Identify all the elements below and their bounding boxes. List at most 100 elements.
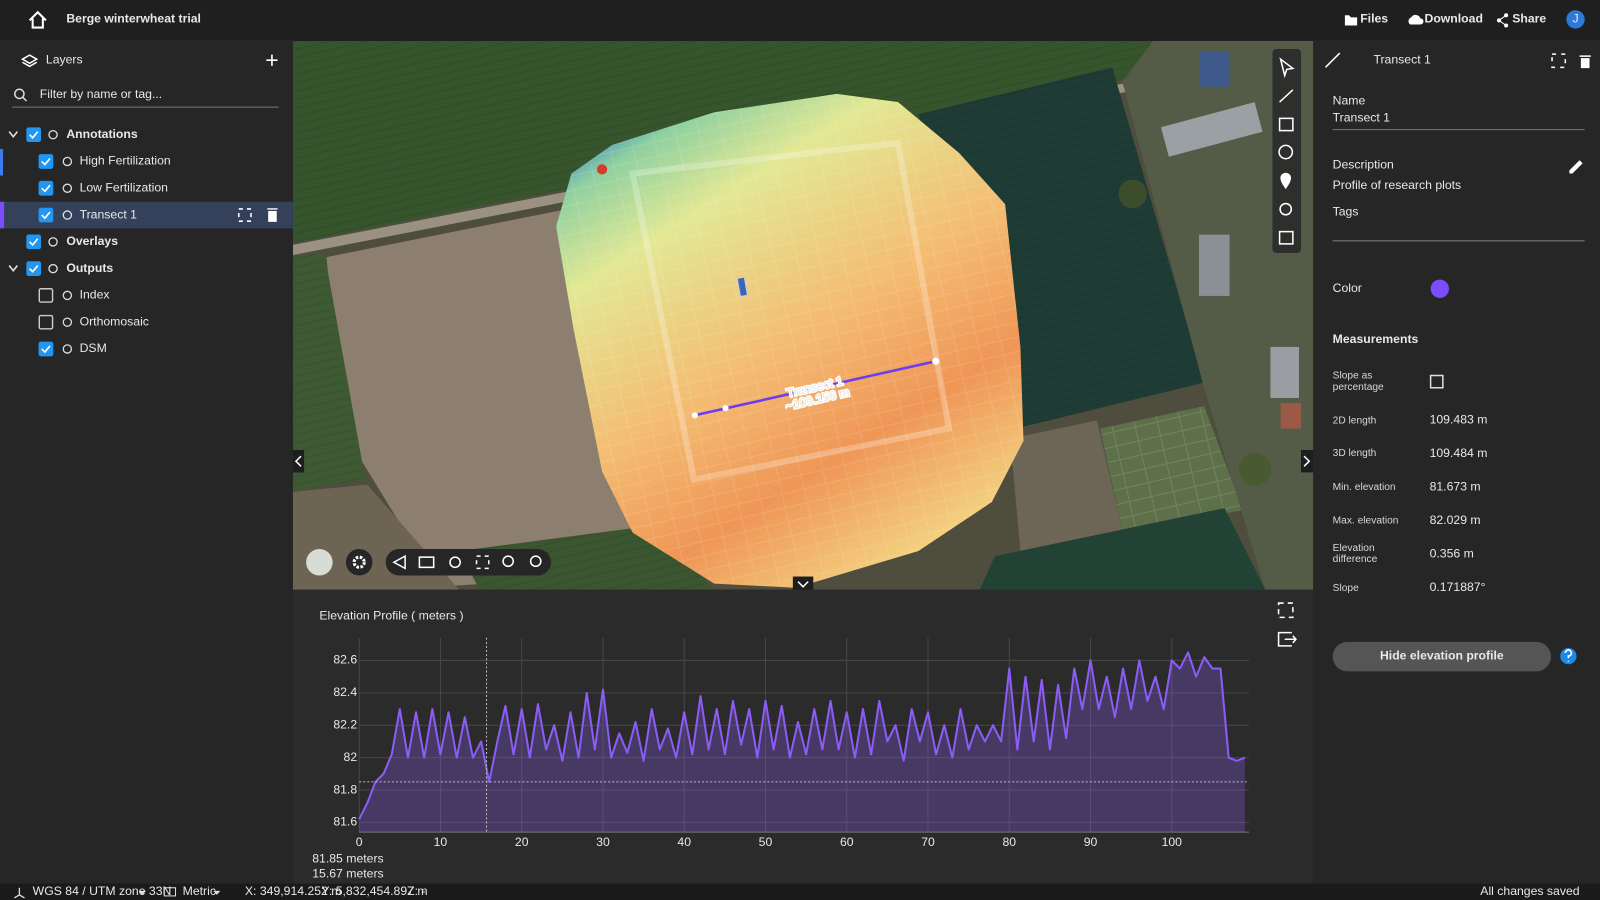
layer-checkbox[interactable]: [26, 127, 42, 143]
layer-checkbox[interactable]: [38, 207, 54, 223]
units-dropdown[interactable]: [213, 890, 221, 895]
measurement-label: Max. elevation: [1332, 515, 1399, 527]
collapse-left[interactable]: [292, 450, 305, 473]
layer-label[interactable]: DSM: [80, 341, 107, 355]
slope-percentage-checkbox[interactable]: [1429, 374, 1444, 389]
measurement-label-box: Slope as percentage: [1333, 370, 1384, 392]
layer-label[interactable]: Outputs: [66, 261, 113, 275]
expand-chevron[interactable]: [8, 265, 18, 272]
measurement-label-box: Elevation difference: [1332, 543, 1378, 566]
layer-label[interactable]: Overlays: [66, 234, 118, 248]
map[interactable]: Transect 1~109.156 m: [292, 40, 1314, 590]
line-tool[interactable]: [1279, 89, 1294, 103]
button-label[interactable]: Hide elevation profile: [1380, 648, 1504, 662]
locate-button[interactable]: [449, 556, 461, 569]
collapse-right[interactable]: [1301, 450, 1314, 473]
avatar[interactable]: [1566, 10, 1585, 29]
cursor-distance: 15.67 meters: [312, 867, 383, 881]
avatar-initial: J: [1572, 12, 1578, 26]
building: [1198, 51, 1230, 87]
layer-label[interactable]: Annotations: [66, 127, 138, 141]
crs-select[interactable]: WGS 84 / UTM zone 33N: [33, 884, 172, 898]
dsm-plots: [556, 93, 1024, 588]
profile-export[interactable]: [1277, 631, 1297, 647]
check-mark: [41, 345, 51, 354]
layer-label[interactable]: Index: [80, 288, 110, 302]
settings-button[interactable]: [345, 548, 373, 576]
home-icon[interactable]: [28, 10, 47, 29]
measurement-label: 3D length: [1332, 448, 1377, 460]
layer-checkbox[interactable]: [38, 154, 54, 169]
zoom-to-button[interactable]: [1551, 53, 1567, 69]
layer-checkbox[interactable]: [38, 314, 54, 330]
transect-vertex[interactable]: [691, 412, 698, 419]
color-swatch[interactable]: [1430, 279, 1449, 298]
layer-checkbox[interactable]: [38, 180, 54, 196]
measurement-label-box: Max. elevation: [1332, 515, 1399, 527]
hide-profile-button[interactable]: [1332, 641, 1552, 672]
filter-input[interactable]: Filter by name or tag...: [40, 87, 162, 101]
edit-description[interactable]: [1569, 160, 1583, 174]
collapse-bottom[interactable]: [792, 576, 814, 590]
header-action[interactable]: Share: [1512, 12, 1546, 26]
measurement-label-box: 3D length: [1332, 448, 1377, 460]
tree: [1238, 453, 1272, 486]
share-icon: [1496, 13, 1509, 28]
tree: [1118, 179, 1147, 209]
header-action[interactable]: Files: [1360, 12, 1388, 26]
zoom-out-button[interactable]: [529, 555, 542, 568]
profile-panel: [292, 589, 1314, 884]
layer-checkbox[interactable]: [38, 288, 54, 303]
check-mark: [29, 238, 39, 247]
layer-checkbox[interactable]: [26, 261, 42, 276]
crs-dropdown[interactable]: [138, 890, 146, 895]
map-marker: [736, 276, 749, 298]
target-tool[interactable]: [1279, 202, 1293, 216]
add-layer[interactable]: [266, 54, 278, 66]
x-tick-label: 40: [677, 835, 691, 849]
measurement-value: 109.484 m: [1430, 446, 1488, 460]
layer-label[interactable]: Orthomosaic: [80, 314, 149, 328]
profile-fit[interactable]: [1277, 602, 1294, 619]
basemap-toggle[interactable]: [306, 548, 333, 576]
expand-chevron[interactable]: [8, 131, 18, 139]
fit-button[interactable]: [475, 555, 490, 570]
row-delete[interactable]: [267, 208, 278, 222]
layers-panel: [0, 39, 293, 884]
layer-label[interactable]: High Fertilization: [80, 154, 171, 168]
layer-checkbox[interactable]: [38, 341, 54, 357]
check-mark: [29, 131, 39, 139]
transect-vertex[interactable]: [932, 357, 940, 365]
layer-label[interactable]: Transect 1: [80, 207, 138, 221]
screenshot-button[interactable]: [418, 556, 435, 569]
measurement-label: Elevation difference: [1332, 543, 1378, 566]
measure-tool[interactable]: [1278, 230, 1294, 245]
coord-z: Z: -: [407, 884, 425, 898]
measure-button[interactable]: [392, 554, 406, 570]
x-tick-label: 60: [840, 835, 854, 849]
name-value[interactable]: Transect 1: [1333, 111, 1391, 125]
point-tool[interactable]: [1280, 172, 1292, 190]
polygon-tool[interactable]: [1278, 117, 1294, 132]
row-zoom[interactable]: [238, 208, 252, 222]
transect-line[interactable]: [694, 359, 936, 417]
header-action[interactable]: Download: [1424, 12, 1482, 26]
layer-icon: [48, 263, 58, 274]
delete-button[interactable]: [1579, 55, 1591, 69]
zoom-in-button[interactable]: [502, 555, 515, 568]
circle-tool[interactable]: [1278, 144, 1294, 160]
details-panel: [1313, 39, 1600, 884]
layer-label[interactable]: Low Fertilization: [80, 180, 169, 194]
files-icon: [1344, 15, 1358, 26]
layer-icon: [48, 129, 58, 140]
field: [292, 253, 366, 490]
measurement-value: 81.673 m: [1430, 480, 1481, 494]
layer-checkbox[interactable]: [26, 234, 42, 250]
map-controls: [385, 548, 552, 576]
search-icon: [14, 88, 25, 100]
units-select[interactable]: Metric: [183, 884, 216, 898]
transect-vertex[interactable]: [722, 405, 729, 412]
field-label: Description: [1333, 158, 1394, 172]
field-label: Name: [1333, 93, 1366, 107]
select-tool[interactable]: [1279, 57, 1295, 79]
